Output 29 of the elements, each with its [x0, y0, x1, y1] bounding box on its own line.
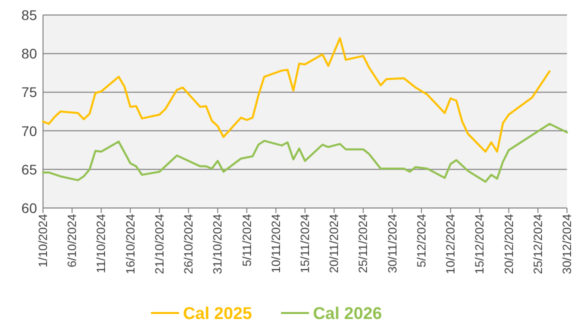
x-tick-label: 25/11/2024 — [356, 214, 370, 274]
y-tick-label: 75 — [21, 84, 38, 100]
line-series — [42, 122, 568, 183]
x-tick-label: 10/11/2024 — [268, 214, 283, 274]
x-tick-label: 15/12/2024 — [472, 214, 487, 274]
y-tick-label: 80 — [21, 46, 38, 62]
x-tick-label: 20/11/2024 — [327, 214, 342, 274]
x-tick-label: 10/12/2024 — [444, 214, 458, 274]
x-tick-label: 30/12/2024 — [560, 214, 574, 274]
y-tick-label: 85 — [21, 7, 38, 23]
x-tick-label: 11/10/2024 — [94, 214, 108, 274]
x-tick-label: 5/12/2024 — [414, 214, 428, 268]
x-tick-label: 26/10/2024 — [182, 214, 196, 274]
y-tick-label: 65 — [21, 161, 38, 178]
x-tick-label: 15/11/2024 — [298, 214, 312, 274]
y-tick-label: 70 — [21, 122, 38, 139]
x-tick-label: 16/10/2024 — [123, 214, 138, 274]
x-tick-label: 6/10/2024 — [65, 214, 80, 268]
x-tick-label: 5/11/2024 — [240, 214, 254, 266]
x-tick-label: 30/11/2024 — [385, 214, 400, 274]
line-series — [42, 37, 551, 153]
legend-label: Cal 2025 — [183, 304, 252, 323]
legend-label: Cal 2026 — [313, 304, 382, 323]
x-tick-label: 20/12/2024 — [502, 214, 516, 274]
x-tick-label: 21/10/2024 — [152, 214, 166, 274]
x-tick-label: 25/12/2024 — [530, 214, 545, 274]
x-tick-label: 1/10/2024 — [36, 214, 50, 268]
x-tick-label: 31/10/2024 — [210, 214, 225, 274]
y-tick-label: 60 — [21, 200, 38, 216]
